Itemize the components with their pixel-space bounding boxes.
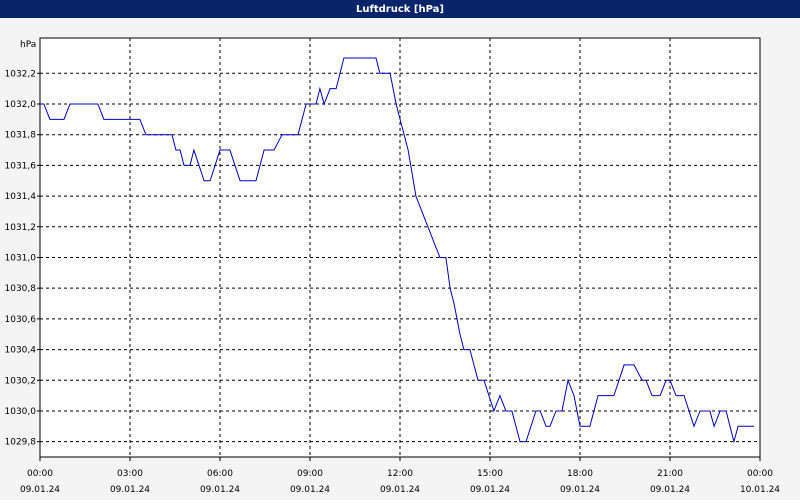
x-tick-label: 15:00 [477, 469, 503, 479]
x-tick-label: 03:00 [117, 469, 143, 479]
y-axis-label: hPa [20, 40, 36, 50]
data-line [40, 57, 754, 444]
x-tick-label: 18:00 [567, 469, 593, 479]
x-tick-date: 09.01.24 [290, 485, 330, 495]
y-tick-label: 1030,4 [5, 346, 37, 356]
x-tick-date: 09.01.24 [110, 485, 150, 495]
x-tick-date: 10.01.24 [740, 485, 780, 495]
x-tick-label: 00:00 [747, 469, 773, 479]
chart-title: Luftdruck [hPa] [356, 4, 444, 15]
y-tick-label: 1031,4 [5, 192, 37, 202]
y-tick-label: 1031,6 [5, 161, 37, 171]
y-tick-label: 1030,6 [5, 315, 37, 325]
y-tick-label: 1032,2 [5, 69, 37, 79]
y-tick-label: 1030,2 [5, 376, 37, 386]
y-tick-label: 1031,2 [5, 223, 37, 233]
y-tick-label: 1031,0 [5, 253, 37, 263]
title-bar [0, 0, 800, 18]
x-tick-label: 21:00 [657, 469, 683, 479]
plot-border [39, 37, 761, 458]
x-tick-date: 09.01.24 [650, 485, 690, 495]
x-tick-label: 12:00 [387, 469, 413, 479]
x-tick-label: 06:00 [207, 469, 233, 479]
x-tick-label: 00:00 [27, 469, 53, 479]
y-tick-label: 1032,0 [5, 100, 37, 110]
x-tick-label: 09:00 [297, 469, 323, 479]
x-tick-date: 09.01.24 [380, 485, 420, 495]
x-tick-date: 09.01.24 [20, 485, 60, 495]
y-tick-label: 1030,0 [5, 407, 37, 417]
y-tick-label: 1031,8 [5, 131, 37, 141]
x-tick-date: 09.01.24 [470, 485, 510, 495]
x-tick-date: 09.01.24 [200, 485, 240, 495]
y-tick-label: 1029,8 [5, 438, 37, 448]
x-tick-date: 09.01.24 [560, 485, 600, 495]
y-tick-label: 1030,8 [5, 284, 37, 294]
